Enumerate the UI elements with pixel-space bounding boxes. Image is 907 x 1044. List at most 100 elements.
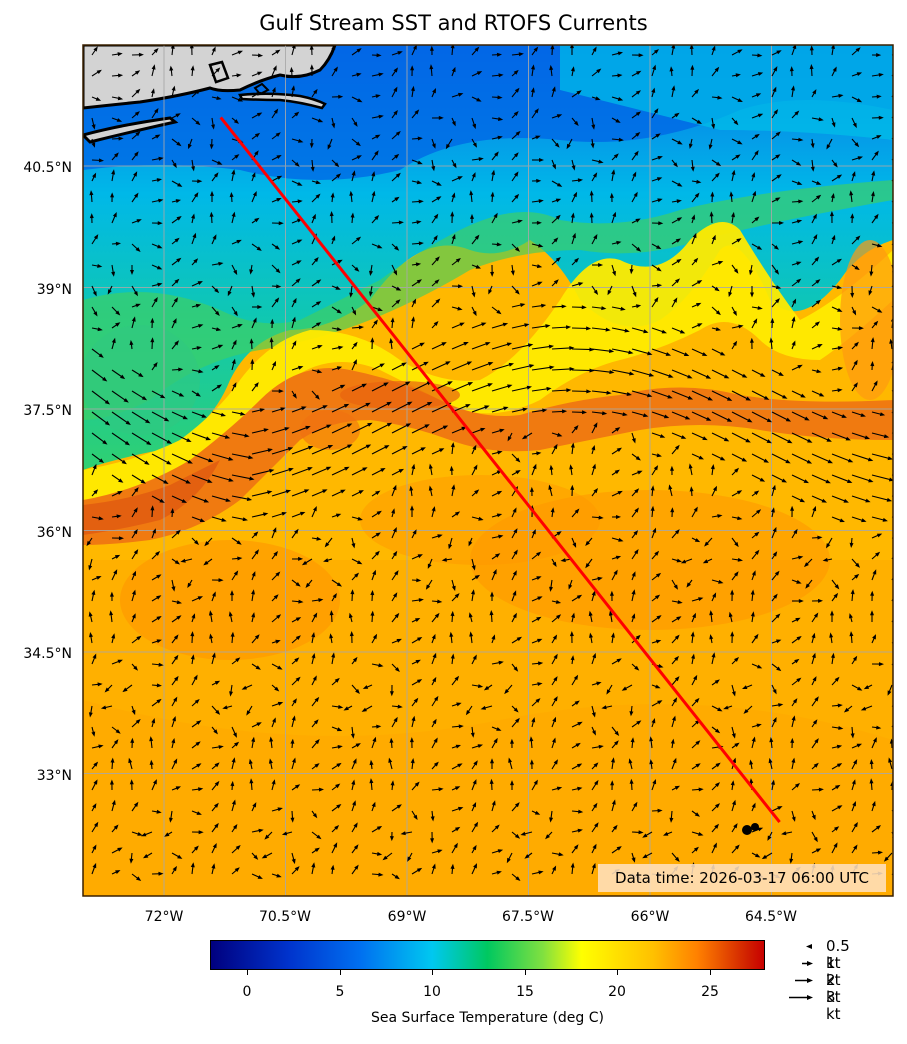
current-arrowhead — [116, 514, 122, 519]
current-arrowhead — [514, 289, 520, 295]
current-arrowhead — [717, 95, 723, 100]
current-arrowhead — [864, 435, 870, 440]
current-arrowhead — [812, 505, 817, 512]
current-arrowhead — [195, 120, 201, 126]
current-arrowhead — [734, 844, 740, 850]
current-arrowhead — [889, 738, 893, 744]
current-arrow — [611, 390, 631, 396]
current-arrowhead — [435, 256, 440, 262]
current-arrowhead — [611, 632, 615, 638]
current-arrowhead — [315, 394, 320, 400]
current-arrowhead — [552, 164, 556, 170]
current-arrowhead — [566, 325, 572, 330]
current-arrowhead — [732, 340, 738, 346]
current-arrowhead — [496, 242, 502, 247]
current-arrowhead — [197, 596, 203, 600]
current-arrowhead — [490, 758, 494, 764]
current-arrowhead — [256, 112, 263, 117]
current-arrowhead — [92, 172, 97, 178]
current-arrowhead — [611, 757, 615, 763]
current-arrowhead — [118, 136, 124, 141]
current-arrowhead — [156, 809, 162, 814]
current-arrowhead — [294, 657, 300, 663]
current-arrowhead — [370, 590, 375, 596]
current-arrowhead — [633, 191, 638, 197]
current-arrowhead — [153, 297, 158, 303]
current-arrowhead — [852, 310, 857, 316]
current-arrowhead — [508, 757, 512, 763]
current-arrowhead — [714, 286, 720, 292]
current-arrowhead — [549, 64, 554, 71]
current-arrowhead — [169, 65, 174, 71]
current-arrowhead — [378, 114, 384, 119]
current-arrowhead — [597, 576, 603, 581]
current-arrowhead — [472, 310, 477, 317]
current-arrowhead — [472, 142, 477, 148]
current-arrowhead — [129, 858, 134, 864]
current-arrowhead — [301, 560, 308, 566]
current-arrowhead — [322, 489, 328, 494]
current-arrow — [191, 474, 211, 483]
current-arrowhead — [465, 404, 471, 408]
current-arrowhead — [612, 824, 618, 830]
current-arrowhead — [429, 64, 434, 70]
current-arrowhead — [89, 632, 93, 638]
current-arrowhead — [251, 172, 256, 178]
current-arrowhead — [257, 71, 263, 76]
current-arrowhead — [120, 374, 126, 380]
current-arrowhead — [592, 652, 596, 659]
current-arrowhead — [175, 199, 181, 203]
current-arrowhead — [431, 633, 436, 640]
current-arrowhead — [380, 468, 386, 473]
current-arrowhead — [338, 94, 344, 99]
current-arrowhead — [397, 704, 403, 709]
current-arrowhead — [297, 199, 303, 204]
current-arrowhead — [373, 319, 378, 325]
current-arrowhead — [570, 45, 574, 49]
lon-label: 66°W — [631, 909, 670, 925]
current-arrowhead — [689, 45, 694, 49]
current-arrow — [111, 390, 128, 402]
current-arrowhead — [601, 705, 607, 710]
current-arrowhead — [370, 610, 375, 616]
current-arrowhead — [173, 634, 179, 640]
current-arrowhead — [336, 327, 342, 331]
current-arrowhead — [338, 345, 344, 350]
current-arrowhead — [694, 538, 701, 543]
current-arrowhead — [750, 589, 755, 595]
current-arrowhead — [751, 570, 756, 576]
current-arrowhead — [875, 825, 881, 830]
current-arrowhead — [327, 144, 332, 150]
current-arrowhead — [569, 346, 575, 350]
current-arrowhead — [211, 46, 216, 52]
current-arrowhead — [614, 730, 620, 736]
current-arrowhead — [445, 361, 451, 366]
current-arrowhead — [261, 854, 268, 859]
current-arrowhead — [671, 45, 676, 49]
current-arrowhead — [470, 213, 474, 219]
current-arrowhead — [756, 245, 763, 250]
current-arrowhead — [125, 420, 131, 425]
current-arrow — [391, 382, 410, 392]
current-arrow — [291, 426, 309, 434]
current-arrowhead — [173, 297, 178, 303]
current-arrowhead — [731, 169, 736, 175]
current-arrowhead — [812, 719, 818, 725]
current-arrowhead — [566, 143, 571, 150]
current-arrowhead — [621, 686, 627, 691]
current-arrowhead — [92, 803, 97, 809]
current-arrowhead — [98, 744, 104, 749]
current-arrowhead — [614, 740, 619, 746]
current-arrowhead — [736, 238, 742, 243]
current-arrowhead — [298, 365, 304, 370]
current-arrowhead — [813, 836, 818, 843]
current-arrowhead — [813, 612, 819, 618]
lat-label: 33°N — [37, 768, 72, 784]
current-arrowhead — [355, 743, 361, 748]
current-arrowhead — [215, 310, 220, 316]
current-arrowhead — [657, 700, 663, 705]
current-arrowhead — [894, 195, 899, 200]
current-arrowhead — [709, 211, 714, 217]
current-arrowhead — [92, 291, 97, 297]
current-arrowhead — [465, 710, 471, 716]
